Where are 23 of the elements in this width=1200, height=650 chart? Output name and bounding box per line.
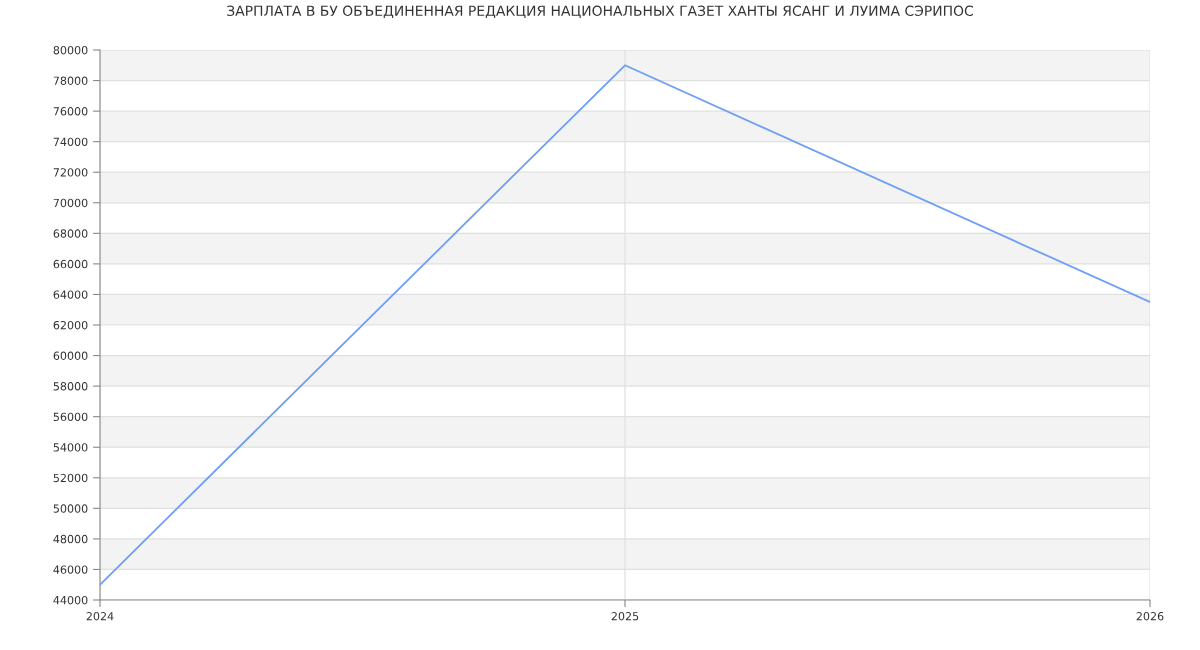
x-tick-label: 2025 <box>611 612 639 621</box>
y-tick-label: 68000 <box>53 229 88 238</box>
chart-title: ЗАРПЛАТА В БУ ОБЪЕДИНЕННАЯ РЕДАКЦИЯ НАЦИОНАЛЬНЫХ ГАЗЕТ ХАНТЫ ЯСАНГ И ЛУИМА СЭРИПОС <box>227 5 973 19</box>
y-tick-label: 72000 <box>53 168 88 177</box>
y-tick-label: 62000 <box>53 320 88 330</box>
y-tick-label: 54000 <box>53 443 88 452</box>
y-tick-label: 66000 <box>53 259 88 269</box>
y-tick-label: 80000 <box>53 45 88 55</box>
x-tick-label: 2024 <box>86 612 114 621</box>
y-tick-label: 78000 <box>53 76 88 85</box>
y-tick-label: 60000 <box>53 351 88 360</box>
y-tick-label: 46000 <box>53 565 88 574</box>
y-tick-label: 76000 <box>53 107 88 116</box>
y-tick-label: 52000 <box>53 473 88 483</box>
y-tick-label: 48000 <box>53 534 88 544</box>
x-tick-label: 2026 <box>1136 612 1164 621</box>
y-tick-label: 74000 <box>53 137 88 147</box>
y-tick-label: 56000 <box>53 412 88 422</box>
y-tick-label: 64000 <box>53 290 88 299</box>
y-tick-label: 44000 <box>53 595 88 605</box>
y-tick-label: 70000 <box>53 198 88 208</box>
y-tick-label: 58000 <box>53 382 88 391</box>
y-tick-label: 50000 <box>53 504 88 513</box>
